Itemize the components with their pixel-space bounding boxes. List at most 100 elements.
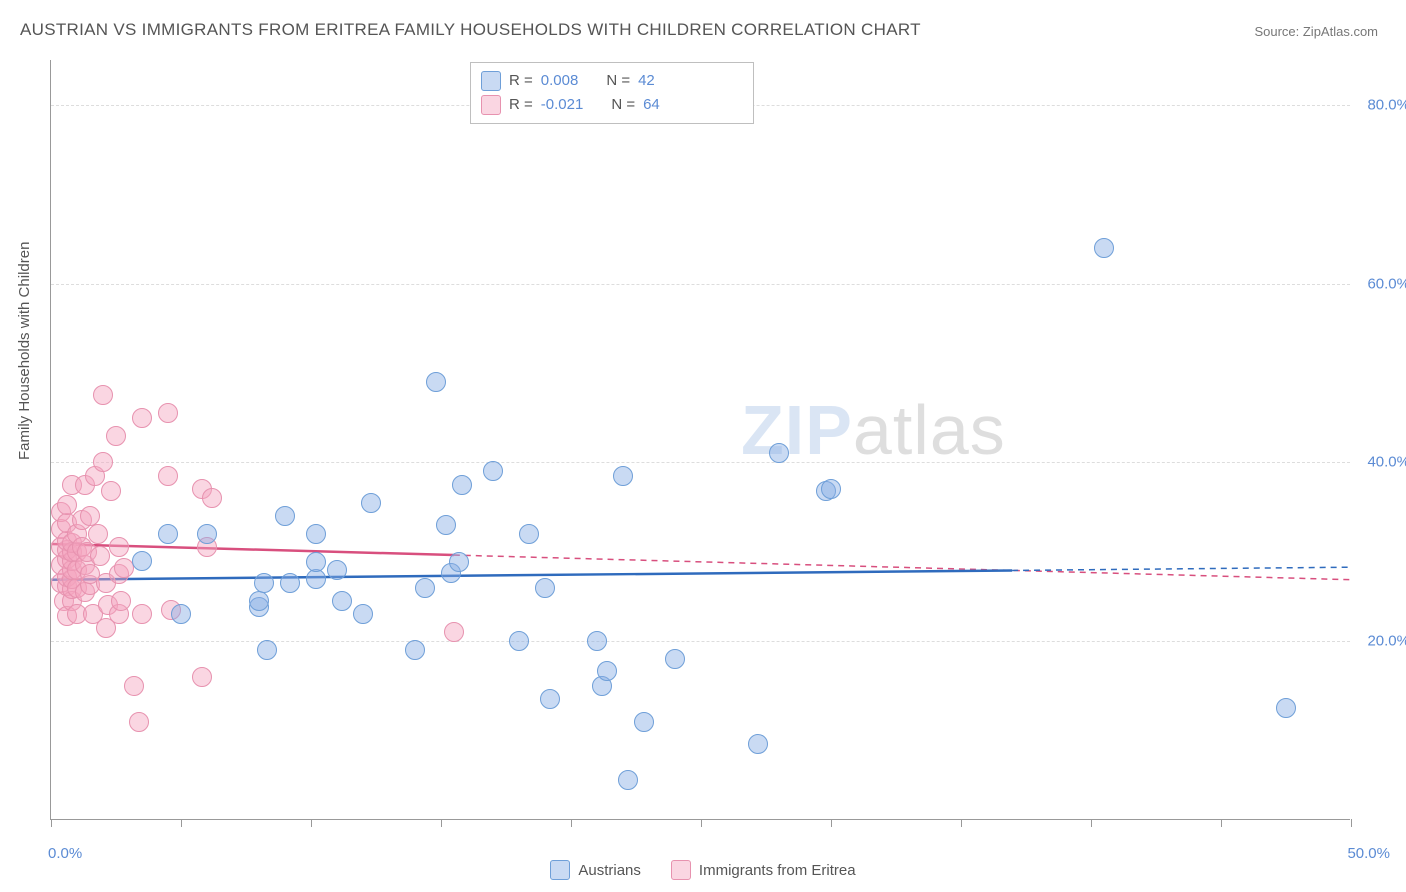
eritrea-point bbox=[124, 676, 144, 696]
correlation-legend: R = 0.008 N = 42 R = -0.021 N = 64 bbox=[470, 62, 754, 124]
austrians-point bbox=[275, 506, 295, 526]
austrians-point bbox=[132, 551, 152, 571]
x-tick bbox=[961, 819, 962, 827]
eritrea-point bbox=[57, 495, 77, 515]
x-tick bbox=[701, 819, 702, 827]
eritrea-point bbox=[158, 466, 178, 486]
austrians-point bbox=[257, 640, 277, 660]
austrians-point bbox=[748, 734, 768, 754]
austrians-point bbox=[769, 443, 789, 463]
austrians-point bbox=[634, 712, 654, 732]
austrians-point bbox=[426, 372, 446, 392]
x-tick-max: 50.0% bbox=[1347, 845, 1390, 862]
eritrea-point bbox=[106, 426, 126, 446]
austrians-point bbox=[449, 552, 469, 572]
x-tick-min: 0.0% bbox=[48, 845, 82, 862]
eritrea-point bbox=[109, 537, 129, 557]
gridline bbox=[51, 284, 1350, 285]
eritrea-point bbox=[90, 546, 110, 566]
eritrea-point bbox=[158, 403, 178, 423]
swatch-eritrea-icon bbox=[671, 860, 691, 880]
chart-container: AUSTRIAN VS IMMIGRANTS FROM ERITREA FAMI… bbox=[0, 0, 1406, 892]
austrians-point bbox=[327, 560, 347, 580]
swatch-austrians bbox=[481, 71, 501, 91]
legend-label-austrians: Austrians bbox=[578, 862, 641, 879]
austrians-point bbox=[519, 524, 539, 544]
n-label-b: N = bbox=[611, 93, 635, 117]
swatch-eritrea bbox=[481, 95, 501, 115]
trend-lines bbox=[51, 60, 1350, 819]
legend-label-eritrea: Immigrants from Eritrea bbox=[699, 862, 856, 879]
x-tick bbox=[1091, 819, 1092, 827]
eritrea-point bbox=[129, 712, 149, 732]
austrians-point bbox=[597, 661, 617, 681]
austrians-point bbox=[306, 552, 326, 572]
austrians-point bbox=[280, 573, 300, 593]
legend-row-b: R = -0.021 N = 64 bbox=[481, 93, 743, 117]
eritrea-point bbox=[114, 558, 134, 578]
y-tick-label: 80.0% bbox=[1367, 96, 1406, 113]
series-legend: Austrians Immigrants from Eritrea bbox=[0, 860, 1406, 880]
austrians-point bbox=[509, 631, 529, 651]
watermark-atlas: atlas bbox=[853, 391, 1006, 469]
austrians-point bbox=[436, 515, 456, 535]
x-tick bbox=[51, 819, 52, 827]
austrians-point bbox=[1094, 238, 1114, 258]
austrians-point bbox=[821, 479, 841, 499]
y-tick-label: 60.0% bbox=[1367, 275, 1406, 292]
austrians-point bbox=[483, 461, 503, 481]
eritrea-point bbox=[444, 622, 464, 642]
eritrea-point bbox=[132, 408, 152, 428]
austrians-point bbox=[332, 591, 352, 611]
austrians-point bbox=[254, 573, 274, 593]
austrians-point bbox=[587, 631, 607, 651]
austrians-point bbox=[613, 466, 633, 486]
eritrea-point bbox=[132, 604, 152, 624]
swatch-austrians-icon bbox=[550, 860, 570, 880]
austrians-point bbox=[361, 493, 381, 513]
eritrea-point bbox=[88, 524, 108, 544]
legend-row-a: R = 0.008 N = 42 bbox=[481, 69, 743, 93]
eritrea-point bbox=[111, 591, 131, 611]
austrians-point bbox=[197, 524, 217, 544]
y-tick-label: 20.0% bbox=[1367, 633, 1406, 650]
x-tick bbox=[1351, 819, 1352, 827]
x-tick bbox=[571, 819, 572, 827]
y-axis-label: Family Households with Children bbox=[16, 242, 33, 460]
r-value-a: 0.008 bbox=[541, 69, 579, 93]
legend-entry-eritrea: Immigrants from Eritrea bbox=[671, 860, 856, 880]
austrians-point bbox=[665, 649, 685, 669]
eritrea-point bbox=[93, 385, 113, 405]
eritrea-point bbox=[202, 488, 222, 508]
austrians-point bbox=[353, 604, 373, 624]
eritrea-point bbox=[192, 667, 212, 687]
austrians-point bbox=[452, 475, 472, 495]
x-tick bbox=[181, 819, 182, 827]
r-label-a: R = bbox=[509, 69, 533, 93]
source-label: Source: ZipAtlas.com bbox=[1254, 24, 1378, 39]
x-tick bbox=[831, 819, 832, 827]
austrians-point bbox=[1276, 698, 1296, 718]
austrians-point bbox=[171, 604, 191, 624]
watermark-zip: ZIP bbox=[741, 391, 853, 469]
austrians-point bbox=[306, 524, 326, 544]
gridline bbox=[51, 462, 1350, 463]
austrians-point bbox=[415, 578, 435, 598]
r-value-b: -0.021 bbox=[541, 93, 584, 117]
r-label-b: R = bbox=[509, 93, 533, 117]
austrians-point bbox=[158, 524, 178, 544]
n-value-b: 64 bbox=[643, 93, 660, 117]
x-tick bbox=[311, 819, 312, 827]
austrians-point bbox=[618, 770, 638, 790]
austrians-point bbox=[540, 689, 560, 709]
n-value-a: 42 bbox=[638, 69, 655, 93]
gridline bbox=[51, 641, 1350, 642]
x-tick bbox=[441, 819, 442, 827]
chart-title: AUSTRIAN VS IMMIGRANTS FROM ERITREA FAMI… bbox=[20, 20, 921, 40]
austrians-point bbox=[405, 640, 425, 660]
eritrea-point bbox=[93, 452, 113, 472]
legend-entry-austrians: Austrians bbox=[550, 860, 641, 880]
n-label-a: N = bbox=[606, 69, 630, 93]
plot-area: ZIPatlas 20.0%40.0%60.0%80.0% bbox=[50, 60, 1350, 820]
austrians-point bbox=[535, 578, 555, 598]
